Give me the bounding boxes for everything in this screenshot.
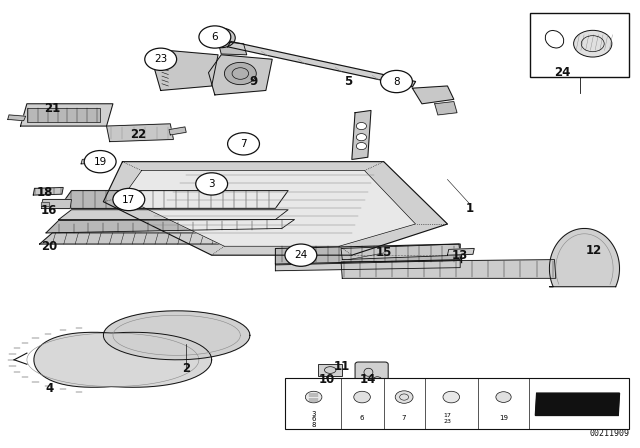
Text: 16: 16 [41,204,58,217]
Polygon shape [20,104,113,126]
Circle shape [207,28,236,47]
Circle shape [356,122,367,129]
Text: 23: 23 [154,54,167,64]
Text: 12: 12 [586,244,602,257]
Text: 8: 8 [312,422,316,428]
Polygon shape [103,162,447,255]
Text: 5: 5 [344,75,353,88]
Polygon shape [33,188,63,195]
Bar [318,364,342,376]
Text: 3: 3 [312,411,316,417]
Text: 15: 15 [376,246,392,259]
Text: 24: 24 [294,250,307,260]
Text: 4: 4 [45,382,53,395]
Polygon shape [412,86,454,104]
Polygon shape [341,244,460,260]
Polygon shape [447,249,474,255]
Circle shape [196,173,228,195]
Polygon shape [106,124,173,142]
Polygon shape [341,260,556,278]
Text: 7: 7 [402,414,406,421]
Circle shape [354,391,371,403]
Text: 13: 13 [452,249,468,262]
Text: 19: 19 [499,414,508,421]
Text: 24: 24 [554,66,570,79]
Polygon shape [154,50,218,90]
Circle shape [228,133,259,155]
Bar [285,378,629,429]
Polygon shape [122,171,415,246]
Text: 19: 19 [93,157,107,167]
Text: 20: 20 [41,240,58,253]
Polygon shape [41,202,49,206]
Text: 1: 1 [466,202,474,215]
Text: 3: 3 [209,179,215,189]
Circle shape [356,134,367,141]
Text: 7: 7 [240,139,247,149]
Polygon shape [228,42,415,87]
Circle shape [84,151,116,173]
Polygon shape [536,393,620,415]
Bar [531,13,629,77]
Text: 11: 11 [334,360,351,373]
Circle shape [285,244,317,266]
Polygon shape [352,111,371,159]
Polygon shape [549,228,620,287]
Text: 8: 8 [393,77,400,86]
Text: 00211909: 00211909 [589,429,629,438]
Text: 6: 6 [312,416,316,422]
Polygon shape [40,233,282,244]
Text: 23: 23 [444,419,451,425]
Polygon shape [169,127,186,135]
Circle shape [145,48,177,70]
Text: 2: 2 [182,362,190,375]
Circle shape [225,62,256,85]
Circle shape [199,26,231,48]
Text: 14: 14 [360,373,376,386]
Polygon shape [34,332,212,387]
Polygon shape [104,311,250,360]
Polygon shape [275,260,460,271]
Text: 21: 21 [44,102,61,115]
Polygon shape [46,220,294,233]
Text: 6: 6 [360,414,364,421]
FancyBboxPatch shape [355,362,388,391]
Polygon shape [435,102,457,115]
Circle shape [305,391,322,403]
Circle shape [356,142,367,150]
Polygon shape [42,199,72,208]
Text: 22: 22 [131,129,147,142]
Polygon shape [209,55,272,95]
Circle shape [381,70,412,93]
Polygon shape [81,154,108,164]
Polygon shape [59,210,288,220]
Circle shape [496,392,511,402]
Circle shape [395,391,413,403]
Text: 18: 18 [36,186,53,199]
Text: 17: 17 [122,194,136,205]
Text: 9: 9 [249,75,257,88]
Circle shape [113,188,145,211]
Circle shape [443,391,460,403]
Text: 10: 10 [318,373,335,386]
Text: 6: 6 [212,32,218,42]
Polygon shape [59,190,288,208]
Circle shape [573,30,612,57]
Polygon shape [275,244,460,264]
Bar [27,108,100,121]
Polygon shape [8,115,26,121]
Text: 17: 17 [444,413,451,418]
Polygon shape [218,42,246,55]
